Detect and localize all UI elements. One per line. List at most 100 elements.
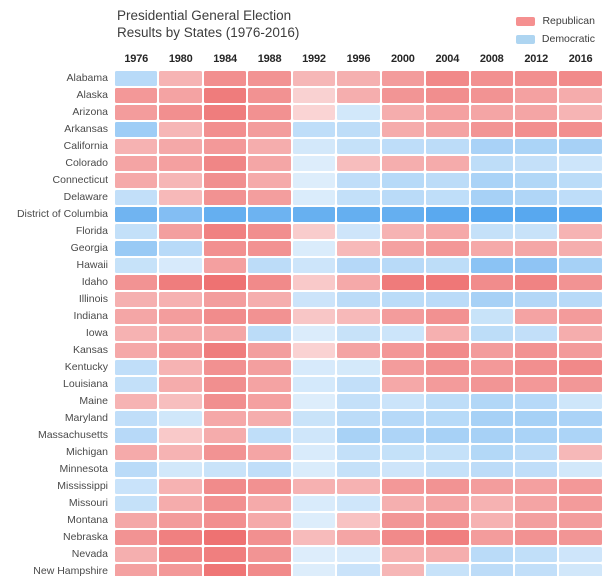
cell-illinois-1992 — [291, 291, 337, 308]
state-label-michigan: Michigan — [65, 446, 108, 458]
cell-florida-1984 — [202, 223, 248, 240]
cell-alaska-2008 — [469, 87, 514, 104]
cell-montana-1992 — [291, 512, 337, 529]
year-label-2016: 2016 — [568, 53, 593, 65]
cell-louisiana-1988 — [247, 376, 292, 393]
cell-missouri-2012 — [513, 495, 559, 512]
cell-delaware-1996 — [336, 189, 381, 206]
cell-hawaii-1988 — [247, 257, 292, 274]
cell-idaho-1976 — [114, 274, 159, 291]
cell-nebraska-1976 — [114, 529, 159, 546]
state-label-indiana: Indiana — [73, 310, 108, 322]
cell-new-hampshire-2012 — [513, 563, 559, 576]
cell-california-2012 — [513, 138, 559, 155]
cell-hawaii-2008 — [469, 257, 514, 274]
cell-minnesota-2000 — [380, 461, 426, 478]
cell-nevada-2008 — [469, 546, 514, 563]
cell-minnesota-1992 — [291, 461, 337, 478]
cell-maine-1980 — [158, 393, 203, 410]
cell-maryland-2008 — [469, 410, 514, 427]
cell-arizona-2000 — [380, 104, 426, 121]
cell-maryland-2016 — [558, 410, 603, 427]
cell-iowa-1996 — [336, 325, 381, 342]
cell-kansas-2016 — [558, 342, 603, 359]
cell-iowa-1992 — [291, 325, 337, 342]
cell-idaho-2012 — [513, 274, 559, 291]
cell-nebraska-2008 — [469, 529, 514, 546]
cell-minnesota-2012 — [513, 461, 559, 478]
cell-maine-1984 — [202, 393, 248, 410]
cell-connecticut-1976 — [114, 172, 159, 189]
cell-delaware-2000 — [380, 189, 426, 206]
cell-colorado-1984 — [202, 155, 248, 172]
cell-mississippi-2004 — [425, 478, 470, 495]
cell-maine-2012 — [513, 393, 559, 410]
state-row-maine: Maine — [0, 393, 603, 410]
cell-district-of-columbia-2012 — [513, 206, 559, 223]
cell-arizona-2016 — [558, 104, 603, 121]
cell-mississippi-1976 — [114, 478, 159, 495]
cell-massachusetts-2000 — [380, 427, 426, 444]
cell-district-of-columbia-1996 — [336, 206, 381, 223]
cell-massachusetts-1976 — [114, 427, 159, 444]
cell-georgia-2008 — [469, 240, 514, 257]
cell-michigan-1992 — [291, 444, 337, 461]
cell-new-hampshire-2000 — [380, 563, 426, 576]
cell-alaska-1984 — [202, 87, 248, 104]
cell-delaware-2004 — [425, 189, 470, 206]
cell-arkansas-1984 — [202, 121, 248, 138]
cell-alaska-1980 — [158, 87, 203, 104]
cell-minnesota-2016 — [558, 461, 603, 478]
cell-missouri-2008 — [469, 495, 514, 512]
state-label-florida: Florida — [75, 225, 108, 237]
cell-colorado-2008 — [469, 155, 514, 172]
cell-mississippi-1988 — [247, 478, 292, 495]
cell-kansas-2008 — [469, 342, 514, 359]
cell-new-hampshire-2008 — [469, 563, 514, 576]
cell-minnesota-1984 — [202, 461, 248, 478]
cell-arizona-1992 — [291, 104, 337, 121]
cell-nebraska-2004 — [425, 529, 470, 546]
cell-new-hampshire-1976 — [114, 563, 159, 576]
cell-california-1996 — [336, 138, 381, 155]
cell-arizona-1976 — [114, 104, 159, 121]
cell-connecticut-1980 — [158, 172, 203, 189]
cell-kentucky-2012 — [513, 359, 559, 376]
cell-california-1976 — [114, 138, 159, 155]
cell-new-hampshire-2016 — [558, 563, 603, 576]
cell-district-of-columbia-1984 — [202, 206, 248, 223]
cell-minnesota-1988 — [247, 461, 292, 478]
state-row-kansas: Kansas — [0, 342, 603, 359]
cell-nevada-1984 — [202, 546, 248, 563]
cell-connecticut-2012 — [513, 172, 559, 189]
cell-arizona-1988 — [247, 104, 292, 121]
cell-florida-1988 — [247, 223, 292, 240]
cell-new-hampshire-1980 — [158, 563, 203, 576]
cell-montana-1976 — [114, 512, 159, 529]
cell-alaska-1976 — [114, 87, 159, 104]
cell-massachusetts-1992 — [291, 427, 337, 444]
chart-title-line1: Presidential General Election — [117, 8, 292, 23]
cell-mississippi-1996 — [336, 478, 381, 495]
cell-louisiana-1980 — [158, 376, 203, 393]
cell-arkansas-1988 — [247, 121, 292, 138]
cell-nevada-2012 — [513, 546, 559, 563]
cell-nebraska-1992 — [291, 529, 337, 546]
cell-minnesota-1996 — [336, 461, 381, 478]
cell-illinois-2004 — [425, 291, 470, 308]
cell-kentucky-2000 — [380, 359, 426, 376]
cell-arkansas-1996 — [336, 121, 381, 138]
cell-iowa-1976 — [114, 325, 159, 342]
state-label-district-of-columbia: District of Columbia — [16, 208, 108, 220]
cell-illinois-1976 — [114, 291, 159, 308]
cell-alabama-1980 — [158, 70, 203, 87]
cell-colorado-1980 — [158, 155, 203, 172]
cell-missouri-1980 — [158, 495, 203, 512]
year-label-1996: 1996 — [346, 53, 371, 65]
cell-georgia-1980 — [158, 240, 203, 257]
chart-title-line2: Results by States (1976-2016) — [117, 24, 300, 40]
cell-maryland-1984 — [202, 410, 248, 427]
cell-alabama-1976 — [114, 70, 159, 87]
state-label-massachusetts: Massachusetts — [37, 429, 108, 441]
